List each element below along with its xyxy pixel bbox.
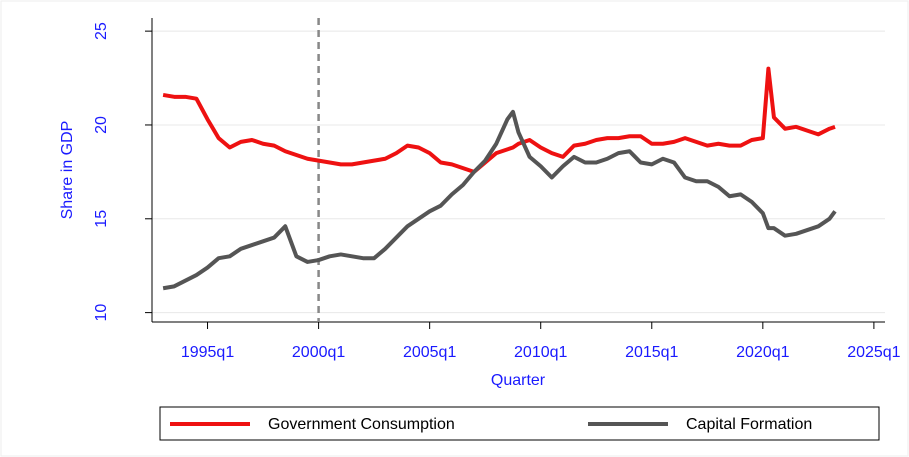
y-tick-label: 15 <box>93 210 110 228</box>
y-tick-label: 20 <box>93 116 110 134</box>
x-tick-label: 2005q1 <box>403 344 456 361</box>
x-tick-label: 2000q1 <box>292 344 345 361</box>
legend-label: Government Consumption <box>268 416 455 433</box>
y-tick-label: 25 <box>93 22 110 40</box>
y-axis-title: Share in GDP <box>59 121 76 220</box>
series-line <box>162 66 836 174</box>
x-tick-label: 1995q1 <box>181 344 234 361</box>
x-tick-label: 2025q1 <box>847 344 900 361</box>
legend-label: Capital Formation <box>686 416 812 433</box>
series-line <box>162 109 837 291</box>
x-tick-label: 2015q1 <box>625 344 678 361</box>
y-tick-label: 10 <box>93 304 110 322</box>
x-tick-label: 2010q1 <box>514 344 567 361</box>
legend-box <box>159 406 880 441</box>
x-tick-label: 2020q1 <box>736 344 789 361</box>
x-axis-title: Quarter <box>491 372 546 389</box>
